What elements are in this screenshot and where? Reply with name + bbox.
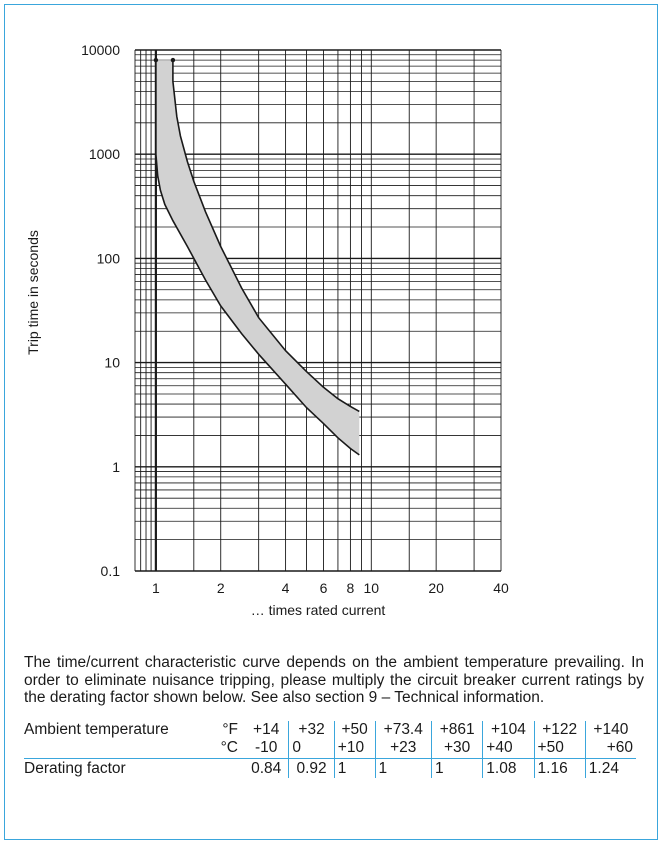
temp-c-cell: +10 xyxy=(333,739,375,759)
chart-grid xyxy=(134,49,502,572)
curve-start-point xyxy=(153,57,159,63)
trip-curve-chart: 0.1 1 10 100 1000 10000 1 2 4 6 8 10 20 40 … times r… xyxy=(25,42,509,618)
x-tick-label: 40 xyxy=(493,580,509,596)
curve-start-point xyxy=(170,57,176,63)
factor-cell: 0.84 xyxy=(244,758,289,778)
ambient-temperature-label: Ambient temperature xyxy=(24,721,169,738)
x-tick-labels: 1 2 4 6 8 10 20 40 xyxy=(152,580,509,596)
derating-table: Ambient temperature °F +14 +32 +50 +73.4… xyxy=(24,721,636,778)
temp-f-cell: +122 xyxy=(533,721,586,739)
chart-series xyxy=(153,57,360,456)
temp-f-cell: +32 xyxy=(288,721,335,739)
x-tick-label: 20 xyxy=(428,580,444,596)
y-tick-label: 0.1 xyxy=(101,563,121,579)
upper-limit-curve xyxy=(172,60,360,413)
x-tick-label: 10 xyxy=(364,580,380,596)
factor-cell: 0.92 xyxy=(288,758,335,778)
x-tick-label: 2 xyxy=(217,580,225,596)
x-tick-label: 1 xyxy=(152,580,160,596)
factor-cell: 1.24 xyxy=(584,758,636,778)
temp-c-cell: 0 xyxy=(288,739,335,759)
y-tick-label: 100 xyxy=(97,250,121,266)
unit-fahrenheit: °F xyxy=(222,721,238,738)
description-text: The time/current characteristic curve de… xyxy=(24,654,644,707)
temp-c-cell: +50 xyxy=(533,739,586,759)
fahrenheit-row: Ambient temperature °F +14 +32 +50 +73.4… xyxy=(24,721,636,739)
x-tick-label: 6 xyxy=(320,580,328,596)
lower-limit-curve xyxy=(155,60,360,456)
temp-c-cell: +30 xyxy=(431,739,483,759)
x-tick-label: 8 xyxy=(347,580,355,596)
y-tick-label: 10 xyxy=(104,355,120,371)
temp-f-cell: +14 xyxy=(253,721,280,738)
temp-c-cell: +60 xyxy=(584,739,636,759)
y-tick-label: 1 xyxy=(112,459,120,475)
unit-celsius: °C xyxy=(220,739,238,756)
x-tick-label: 4 xyxy=(282,580,290,596)
temp-c-cell: -10 xyxy=(254,739,278,756)
y-tick-labels: 0.1 1 10 100 1000 10000 xyxy=(81,42,120,579)
tolerance-band xyxy=(155,60,360,455)
figure-frame xyxy=(4,4,658,840)
factor-cell: 1.16 xyxy=(533,758,586,778)
y-tick-label: 1000 xyxy=(89,146,120,162)
derating-factor-row: Derating factor 0.84 0.92 1 1 1 1.08 1.1… xyxy=(24,758,636,778)
temp-c-cell: +23 xyxy=(374,739,432,759)
temp-c-cell: +40 xyxy=(482,739,535,759)
factor-cell: 1.08 xyxy=(482,758,535,778)
x-axis-label: … times rated current xyxy=(251,602,386,618)
temp-f-cell: +140 xyxy=(584,721,636,739)
y-tick-label: 10000 xyxy=(81,42,120,58)
derating-factor-label: Derating factor xyxy=(24,758,197,778)
temp-f-cell: +50 xyxy=(333,721,375,739)
factor-cell: 1 xyxy=(333,758,375,778)
celsius-row: °C -10 0 +10 +23 +30 +40 +50 +60 xyxy=(24,739,636,759)
temp-f-cell: +73.4 xyxy=(374,721,432,739)
factor-cell: 1 xyxy=(431,758,483,778)
y-axis-label: Trip time in seconds xyxy=(25,230,41,355)
temp-f-cell: +861 xyxy=(431,721,483,739)
factor-cell: 1 xyxy=(374,758,432,778)
temp-f-cell: +104 xyxy=(482,721,535,739)
